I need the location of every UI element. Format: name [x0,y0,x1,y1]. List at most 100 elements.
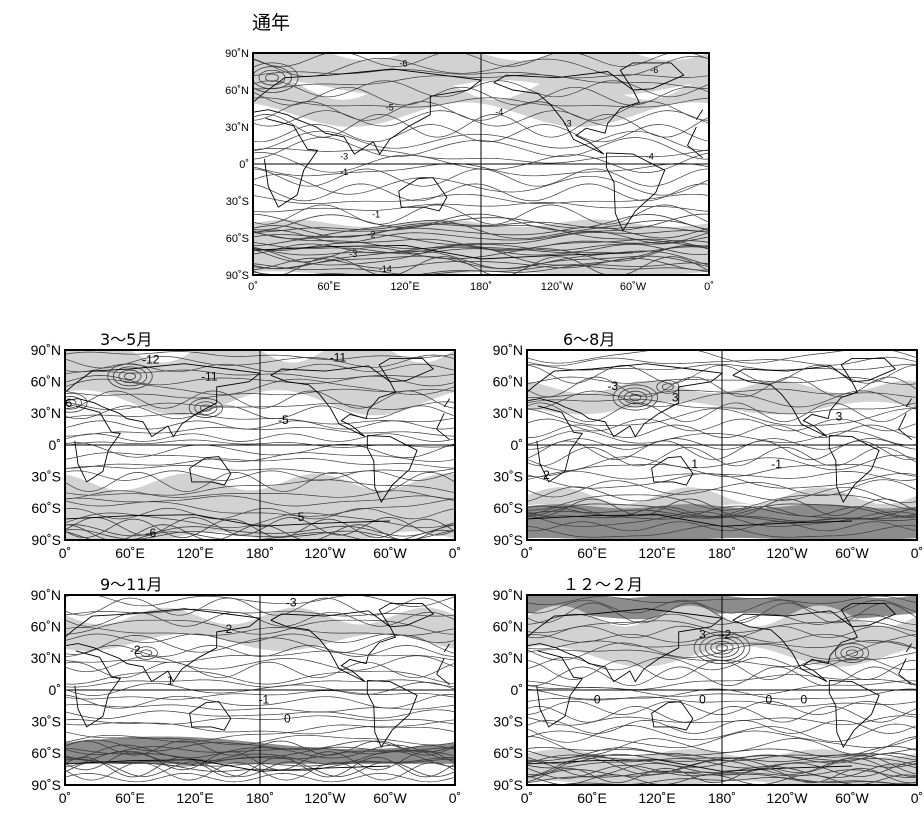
panel-title-mam: 3～5月 [100,330,153,349]
lon-tick-label: 60˚W [835,545,869,561]
panel-title-djf: １２～２月 [563,575,644,594]
map-frame [64,349,456,541]
lon-tick-label: 120˚W [304,545,346,561]
lat-tick-label: 30˚N [225,122,249,134]
lon-tick-label: 60˚E [317,281,340,293]
lon-tick-label: 60˚W [835,790,869,806]
contour-label: -3 [564,118,572,128]
lat-tick-label: 0˚ [49,437,61,453]
lat-tick-label: 90˚S [493,777,523,793]
contour-label: 0 [801,692,808,706]
lat-tick-label: 30˚S [226,196,249,208]
lon-tick-label: 180˚ [470,281,492,293]
map-body-jja: -3 3 3 2 1 -1 [527,350,917,540]
map-frame [64,594,456,786]
contour-label: 3 [672,390,679,404]
lat-tick-label: 90˚N [493,342,523,358]
lon-tick-label: 60˚W [373,790,407,806]
lat-tick-label: 60˚S [226,233,249,245]
map-annual: -6 -6 -5 -4 -3 -4 -3 -1 -1 -2 -3 -14 90˚N 60˚N 30˚N 0˚ 3… [225,48,714,293]
lat-tick-label: 90˚N [225,48,249,60]
map-frame [526,349,918,541]
lat-tick-label: 60˚N [493,374,523,390]
lat-tick-label: 30˚S [493,714,523,730]
contour-label: 2 [543,468,550,482]
lon-tick-label: 120˚W [541,281,574,293]
lat-tick-label: 30˚S [31,469,61,485]
map-mam: -12 -11 -11 -5 -5 -6 6 90˚N 60˚N 30˚N 0˚ 30˚S 60˚S 90… [31,342,462,561]
panel-title-annual: 通年 [252,12,291,34]
contour-label: 6 [66,396,73,410]
contour-label: -11 [201,369,218,383]
lat-tick-label: 60˚S [31,745,61,761]
lat-tick-label: 60˚S [493,745,523,761]
contour-label: -4 [495,107,503,117]
contour-label: -4 [646,152,654,162]
panel-title-jja: 6～8月 [563,330,616,349]
lon-tick-label: 120˚E [176,545,213,561]
contour-label: -5 [386,103,394,113]
lat-tick-label: 90˚N [493,587,523,603]
contour-label: -12 [142,352,160,366]
contour-label: 0 [765,692,772,706]
contour-label: -5 [278,413,289,427]
lon-tick-label: 0˚ [449,545,461,561]
lon-tick-label: 180˚ [708,790,736,806]
contour-label: 3 [836,409,843,423]
contour-label: -6 [145,526,156,540]
contour-label: 2 [225,622,232,636]
lat-tick-label: 30˚N [31,650,61,666]
lon-tick-label: 60˚W [373,545,407,561]
map-djf: 3 -20 0 0 090˚N60˚N30˚N0˚30˚S60˚S90˚S0˚ 60˚E 1… [493,587,924,806]
lat-tick-label: 30˚N [493,650,523,666]
map-body-djf: 3 -2 0 0 0 0 [527,595,917,785]
map-body-son: -3 2 -2 1 -1 0 [65,595,455,785]
lon-tick-label: 120˚W [304,790,346,806]
lat-tick-label: 30˚S [31,714,61,730]
contour-label: -11 [330,350,347,364]
lat-tick-label: 60˚N [225,85,249,97]
lon-tick-label: 0˚ [521,790,533,806]
lat-tick-label: 60˚N [31,619,61,635]
contour-label: -2 [130,643,141,657]
contour-label: -6 [399,58,407,68]
lon-tick-label: 120˚E [176,790,213,806]
lat-tick-label: 60˚N [493,619,523,635]
lon-tick-label: 120˚W [766,790,808,806]
contour-label: -1 [340,167,348,177]
lat-tick-label: 90˚S [31,532,61,548]
lat-tick-label: 90˚S [493,532,523,548]
lat-tick-label: 60˚N [31,374,61,390]
contour-label: 1 [167,673,174,687]
contour-label: -1 [372,209,380,219]
map-frame [252,52,710,276]
contour-label: 0 [699,692,706,706]
lat-tick-label: 30˚S [493,469,523,485]
lon-tick-label: 180˚ [246,790,274,806]
map-body-annual: -6 -6 -5 -4 -3 -4 -3 -1 -1 -2 -3 -14 [253,53,709,275]
lon-tick-label: 60˚E [577,545,607,561]
panel-title-son: 9～11月 [100,575,163,594]
contour-label: -1 [771,457,782,471]
lat-tick-label: 0˚ [49,682,61,698]
lon-tick-label: 0˚ [248,281,258,293]
lat-tick-label: 90˚S [226,270,249,282]
contour-label: -2 [368,229,376,239]
lon-tick-label: 0˚ [59,545,71,561]
contour-label: 3 [699,628,706,642]
contour-label: -3 [286,595,297,609]
lat-tick-label: 0˚ [511,437,523,453]
contour-label: -6 [650,65,658,75]
map-frame [526,594,918,786]
contour-label: -2 [721,628,732,642]
contour-label: 0 [284,711,291,725]
lon-tick-label: 180˚ [708,545,736,561]
lon-tick-label: 180˚ [246,545,274,561]
contour-label: -3 [340,152,348,162]
lat-tick-label: 90˚S [31,777,61,793]
lon-tick-label: 60˚E [577,790,607,806]
lon-tick-label: 0˚ [704,281,714,293]
contour-label: -5 [294,510,305,524]
